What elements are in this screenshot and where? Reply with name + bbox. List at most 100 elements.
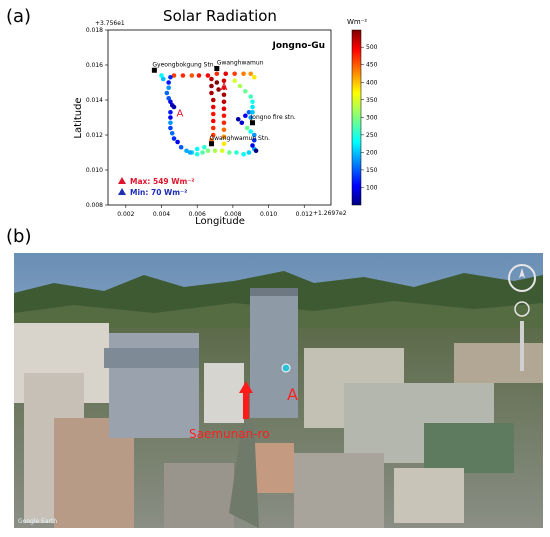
data-point [250,109,255,115]
station-marker [214,66,220,71]
station-markers: Gyeongbokgung Stn. Gwanghwamun Jongno fire… [151,60,296,147]
data-point [166,80,171,85]
y-offset-label: +3.756e1 [95,20,125,27]
data-point [210,111,216,117]
station-label: Gwanghwamun Stn. [209,135,270,142]
legend: Max: 549 Wm⁻² Min: 70 Wm⁻² [118,177,195,197]
data-point [246,150,252,155]
colorbar-tick-label: 150 [366,167,378,174]
legend-max: Max: 549 Wm⁻² [130,177,195,186]
data-point [212,148,218,154]
colorbar-tick-label: 100 [366,184,378,191]
station-marker [151,67,157,73]
data-point [232,71,237,77]
data-point [221,134,227,140]
data-point [241,151,246,157]
data-point [214,80,220,85]
y-tick-label: 0.010 [86,167,103,174]
colorbar-tick-label: 500 [366,44,378,51]
panel-a-label: (a) [6,6,32,27]
data-point [202,144,207,150]
data-point [200,150,205,155]
data-point [239,120,245,126]
marker-a2-label: A [221,82,228,93]
data-point [227,150,232,155]
data-point [159,73,164,78]
x-axis-label: Longitude [195,216,245,227]
colorbar-tick-label: 200 [366,149,378,156]
area-label: Jongno-Gu [271,41,325,51]
data-point [250,104,255,110]
y-axis-ticks: 0.008 0.010 0.012 0.014 0.016 0.018 [86,27,108,209]
x-tick-label: 0.010 [260,211,277,218]
data-point [223,71,229,77]
data-point [216,87,221,92]
navigation-control-icon[interactable] [514,301,530,317]
panel-b-label: (b) [6,226,32,247]
data-point [210,132,216,138]
colorbar-tick-label: 250 [366,132,378,139]
min-triangle-icon [118,188,126,195]
data-point [243,113,248,119]
data-point [241,71,246,77]
station-label: Jongno fire stn. [250,114,296,121]
x-tick-label: 0.008 [224,211,241,218]
data-point [168,109,173,115]
legend-min: Min: 70 Wm⁻² [130,188,187,197]
data-point [171,73,177,78]
data-point [209,76,214,82]
compass-icon[interactable] [508,264,536,292]
data-point [209,90,214,96]
data-point [221,99,227,105]
data-point [205,73,211,78]
plot-area [107,29,332,206]
data-point [164,90,170,96]
aerial-photo-panel: Saemunan-ro A Google Earth [14,253,543,528]
data-point [210,104,216,110]
colorbar-tick-label: 350 [366,97,378,104]
data-point [184,148,189,154]
data-point [187,150,193,155]
colorbar-tick-label: 300 [366,114,378,121]
colorbar-label: Wm⁻² [347,18,367,26]
data-point [248,115,254,120]
data-point [221,120,227,126]
data-point [196,73,202,78]
x-tick-label: 0.002 [117,211,134,218]
colorbar [351,29,362,206]
solar-radiation-chart: Solar Radiation +3.756e1 0.002 0.004 0.006… [73,7,378,227]
data-point [166,85,171,91]
photo-marker-label: A [287,385,298,404]
x-offset-label: +1.2697e2 [313,210,347,217]
data-point [180,73,186,78]
data-point [246,109,252,115]
data-point [178,144,184,150]
data-point [189,73,195,78]
data-point [221,78,227,84]
data-points [159,71,259,157]
street-label: Saemunan-ro [189,427,270,441]
data-point [168,99,173,105]
data-point [250,99,255,105]
data-point [221,141,227,147]
data-point [205,148,211,154]
data-point [175,139,180,145]
y-axis-label: Latitude [73,97,84,138]
data-point [214,71,220,77]
y-tick-label: 0.012 [86,132,103,139]
data-point [210,125,216,131]
data-point [168,125,173,131]
data-point [168,115,173,120]
data-point [221,113,227,119]
location-pin-icon [281,363,291,373]
data-point [221,127,227,133]
zoom-slider[interactable] [520,321,524,371]
station-marker [208,141,214,147]
colorbar-tick-label: 400 [366,79,378,86]
x-tick-label: 0.006 [189,211,206,218]
colorbar-ticks: 500 450 400 350 300 250 200 150 100 [361,44,378,191]
station-marker [250,120,256,126]
y-tick-label: 0.016 [86,62,103,69]
data-point [209,83,214,89]
data-point [219,148,225,154]
